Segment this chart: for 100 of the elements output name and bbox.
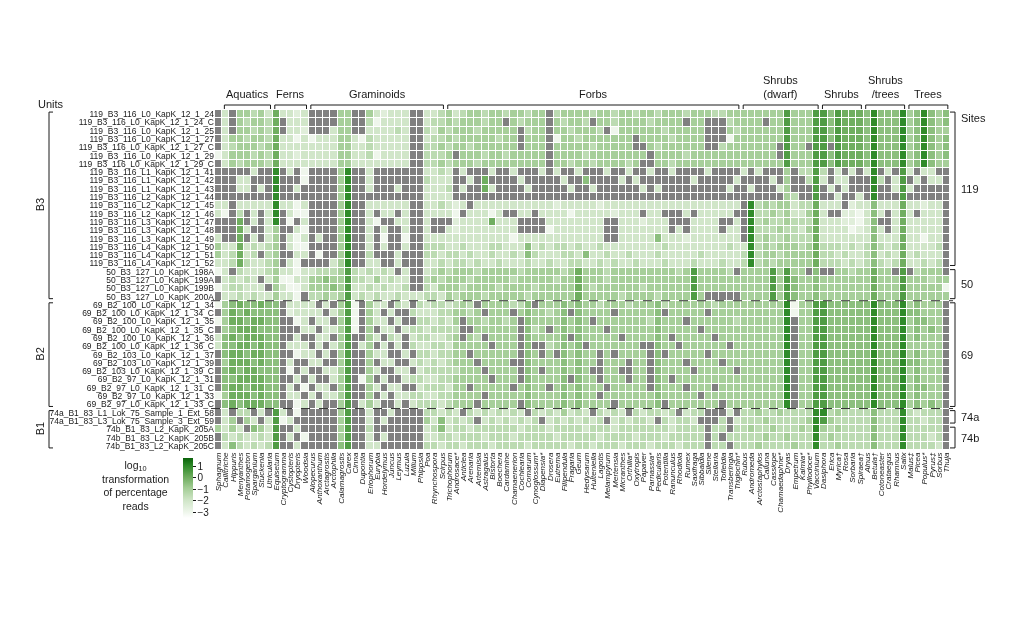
- x-tick-label: Astragalus: [480, 452, 490, 492]
- x-tick-label: Transberingia: [725, 452, 735, 501]
- text: Shrubs /trees: [868, 74, 904, 101]
- x-tick-label: Malus‡: [905, 452, 915, 479]
- text: Ferns: [276, 88, 305, 100]
- x-tick-label: Sorbaria: [848, 452, 858, 483]
- x-tick-label: Crataegus: [884, 452, 894, 490]
- x-tick-label: Betula†: [869, 452, 879, 480]
- color-bar-label: 0: [197, 472, 204, 484]
- x-tick-label: Arenaria: [466, 452, 476, 484]
- text: Forbs: [579, 88, 608, 100]
- x-tick-label: Cynoglossum*: [531, 451, 541, 505]
- x-tick-label: Boechera: [495, 452, 505, 487]
- x-tick-label: Andromeda: [747, 452, 757, 495]
- x-tick-label: Filipendula: [560, 452, 570, 492]
- y-tick-label: 119_B3_116_L1_KapK_12_1_42: [89, 175, 215, 186]
- color-bar-title: log$_{10}$ transformation of percentage reads: [102, 459, 170, 512]
- y-tick-label: 50_B3_127_L0_KapK_199B: [106, 283, 215, 294]
- x-tick-label: Rubus: [740, 452, 750, 476]
- x-tick-label: Tofieldia: [718, 452, 728, 483]
- y-tick-label: 119_B3_116_L3_KapK_12_1_48: [89, 225, 215, 236]
- x-tick-label: Populus*: [920, 451, 930, 485]
- y-tick-label: 69_B2_97_L0_KapK_12_1_33_C: [86, 399, 214, 410]
- x-tick-label: Poa: [423, 452, 433, 467]
- x-tick-label: Saxifraga: [689, 452, 699, 487]
- x-tick-label: Cochlearia: [516, 452, 526, 491]
- y-tick-label: 119_B3_116_L1_KapK_12_1_41: [89, 167, 215, 178]
- text: 74b: [961, 432, 980, 444]
- x-tick-label: Salix: [898, 451, 908, 470]
- y-tick-label: 119_B3_116_L0_KapK_12_1_27: [89, 134, 215, 144]
- y-tick-label: 119_B3_116_L2_KapK_12_1_44: [89, 192, 215, 203]
- x-tick-label: Equisetum: [271, 452, 281, 491]
- x-tick-label: Cotoneaster: [877, 452, 887, 497]
- x-tick-label: Sphagnum: [214, 452, 224, 492]
- x-tick-label: Pedicularis: [653, 452, 663, 492]
- x-tick-label: Dupontia: [358, 452, 368, 485]
- x-tick-label: Androsace*: [452, 451, 461, 495]
- text: Shrubs: [824, 88, 860, 100]
- y-tick-label: 69_B2_97_L0_KapK_12_1_33: [97, 391, 215, 402]
- y-tick-label: 69_B2_103_L0_KapK_12_1_39_C: [82, 366, 214, 377]
- color-bar-label: 1: [197, 460, 204, 472]
- x-tick-label: Erica: [826, 452, 836, 471]
- text: B2: [34, 347, 47, 361]
- text: Shrubs (dwarf): [763, 74, 799, 101]
- x-tick-label: Arctagrostis: [322, 452, 332, 496]
- x-tick-label: Orthilia*: [624, 451, 634, 482]
- text: Trees: [914, 88, 943, 100]
- x-tick-label: Phippsia: [415, 452, 425, 484]
- text: Sites: [961, 112, 986, 124]
- text: 50: [961, 278, 974, 290]
- y-tick-label: 69_B2_100_L0_KapK_12_1_35: [92, 316, 215, 327]
- y-tick-label: 69_B2_97_L0_KapK_12_1_31: [97, 374, 215, 385]
- x-tick-label: Cassiope: [769, 452, 779, 486]
- text: 69: [961, 349, 974, 361]
- y-tick-label: 119_B3_116_L0_KapK_12_1_27_C: [78, 142, 214, 153]
- x-tick-label: Leymus: [394, 452, 404, 481]
- x-tick-label: Ranunculus: [668, 452, 678, 495]
- x-tick-label: Rumex: [682, 451, 692, 478]
- text: 119: [961, 183, 979, 195]
- x-tick-label: Eutrema: [552, 452, 562, 483]
- x-tick-label: Oxytropis: [632, 452, 642, 487]
- x-tick-label: Spiraea†: [855, 452, 865, 485]
- y-tick-label: 69_B2_100_L0_KapK_12_1_36: [92, 333, 215, 344]
- x-tick-label: Cardamine: [502, 452, 512, 492]
- color-bar-label: −1: [197, 483, 210, 495]
- x-tick-label: Rhynchospora: [430, 452, 440, 505]
- x-tick-label: Lagotis: [596, 452, 606, 479]
- text: B3: [33, 197, 46, 212]
- text: Units: [38, 98, 64, 110]
- x-tick-label: Alopecurus: [307, 452, 317, 494]
- text: Aquatics: [226, 88, 269, 100]
- x-tick-label: Milium: [408, 452, 418, 476]
- x-tick-label: Thuja: [942, 452, 951, 473]
- x-tick-label: Rhodiola: [675, 452, 685, 485]
- x-tick-label: Picea: [913, 452, 923, 473]
- y-tick-label: 69_B2_100_L0_KapK_12_1_36_C: [82, 341, 214, 352]
- x-tick-label: Comarum: [524, 452, 534, 488]
- x-tick-label: Silene: [704, 452, 714, 475]
- x-tick-label: Phyllodoce*: [805, 451, 815, 495]
- y-tick-label: 119_B3_116_L4_KapK_12_1_52: [89, 258, 215, 269]
- x-tick-label: Chamaenerion: [509, 452, 519, 506]
- y-tick-label: 119_B3_116_L0_KapK_12_1_24: [89, 109, 215, 120]
- x-tick-label: Artemisia: [473, 452, 483, 487]
- text: Graminoids: [349, 88, 406, 100]
- color-bar-label: −2: [197, 495, 210, 507]
- color-bar-label: −3: [197, 506, 210, 518]
- x-tick-label: Anthoxanthum: [315, 452, 325, 506]
- text: 74a: [961, 411, 981, 423]
- x-tick-label: Stellaria: [711, 452, 721, 482]
- x-tick-label: Utricularia: [264, 452, 274, 489]
- x-tick-label: Dasiphora: [819, 452, 829, 490]
- y-tick-label: 119_B3_116_L3_KapK_12_1_49: [89, 233, 215, 244]
- x-tick-label: Myrica†: [833, 452, 843, 481]
- y-tick-label: 119_B3_116_L2_KapK_12_1_45: [89, 200, 215, 211]
- x-tick-label: Fragaria: [567, 452, 577, 483]
- y-tick-label: 119_B3_116_L0_KapK_12_1_24_C: [78, 117, 214, 128]
- y-tick-label: 119_B3_116_L4_KapK_12_1_51: [89, 250, 215, 261]
- x-tick-label: Rosa: [841, 452, 851, 472]
- x-tick-label: Cinna: [351, 452, 361, 474]
- x-tick-label: Micranthes: [617, 452, 627, 492]
